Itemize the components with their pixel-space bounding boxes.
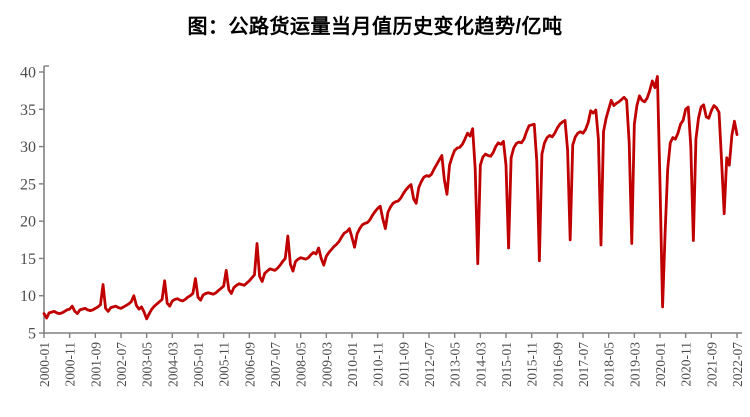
x-tick-label: 2017-07: [576, 342, 591, 387]
x-tick-label: 2015-11: [525, 342, 540, 387]
x-tick-label: 2003-05: [140, 342, 155, 387]
x-tick-label: 2020-01: [653, 342, 668, 387]
x-tick-label: 2006-09: [242, 342, 257, 387]
x-tick-label: 2010-01: [345, 342, 360, 387]
x-tick-label: 2005-11: [217, 342, 232, 387]
y-tick-label: 25: [20, 176, 36, 193]
chart-title: 图：公路货运量当月值历史变化趋势/亿吨: [187, 16, 563, 38]
x-tick-label: 2000-11: [63, 342, 78, 387]
x-tick-label: 2009-03: [319, 342, 334, 387]
x-tick-label: 2008-05: [294, 342, 309, 387]
x-tick-label: 2018-05: [602, 342, 617, 387]
x-tick-label: 2013-05: [448, 342, 463, 387]
x-tick-label: 2022-07: [730, 342, 745, 387]
x-tick-label: 2001-09: [88, 342, 103, 387]
y-tick-label: 5: [28, 326, 36, 343]
x-tick-label: 2011-09: [396, 342, 411, 387]
x-tick-label: 2014-03: [473, 342, 488, 387]
y-tick-label: 40: [20, 65, 36, 82]
x-tick-label: 2020-11: [679, 342, 694, 387]
x-tick-label: 2002-07: [114, 342, 129, 387]
y-tick-label: 15: [20, 251, 36, 268]
y-tick-label: 10: [20, 288, 36, 305]
x-tick-label: 2012-07: [422, 342, 437, 387]
x-tick-label: 2015-01: [499, 342, 514, 387]
x-tick-label: 2004-03: [165, 342, 180, 387]
x-tick-label: 2010-11: [371, 342, 386, 387]
freight-series-line: [42, 75, 739, 321]
x-tick-label: 2021-09: [704, 342, 719, 387]
y-tick-label: 30: [20, 139, 36, 156]
x-tick-label: 2007-07: [268, 342, 283, 387]
x-tick-label: 2005-01: [191, 342, 206, 387]
y-tick-label: 35: [20, 102, 36, 119]
x-tick-label: 2019-03: [627, 342, 642, 387]
x-tick-label: 2000-01: [37, 342, 52, 387]
y-tick-label: 20: [20, 214, 36, 231]
x-tick-label: 2016-09: [550, 342, 565, 387]
